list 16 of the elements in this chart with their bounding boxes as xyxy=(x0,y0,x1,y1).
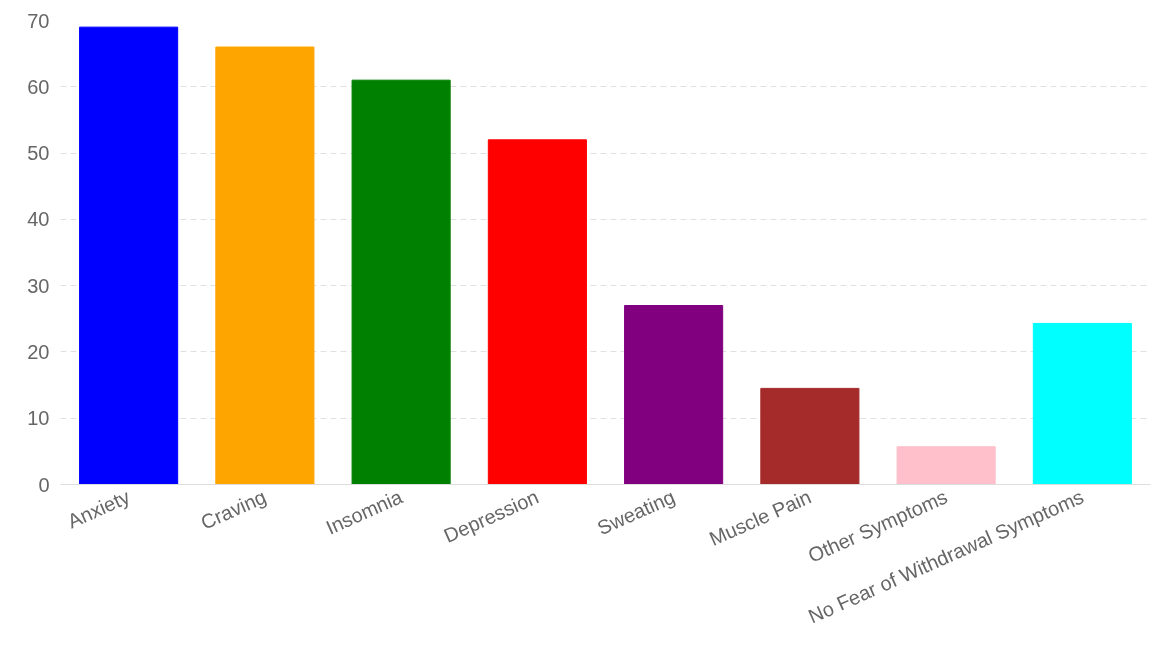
bar xyxy=(896,446,996,485)
y-tick-label: 0 xyxy=(38,473,50,496)
bar xyxy=(215,46,315,485)
y-tick-label: 70 xyxy=(27,9,50,32)
bar xyxy=(760,387,860,485)
y-tick-label: 60 xyxy=(27,75,50,98)
y-tick-label: 20 xyxy=(27,340,50,363)
y-tick-label: 10 xyxy=(27,407,50,430)
bar xyxy=(487,139,587,485)
y-tick-label: 40 xyxy=(27,208,50,231)
y-tick-label: 30 xyxy=(27,274,50,297)
bar xyxy=(624,305,724,485)
bar xyxy=(1032,322,1132,485)
bar xyxy=(79,26,179,485)
bar xyxy=(351,79,451,485)
y-tick-label: 50 xyxy=(27,142,50,165)
